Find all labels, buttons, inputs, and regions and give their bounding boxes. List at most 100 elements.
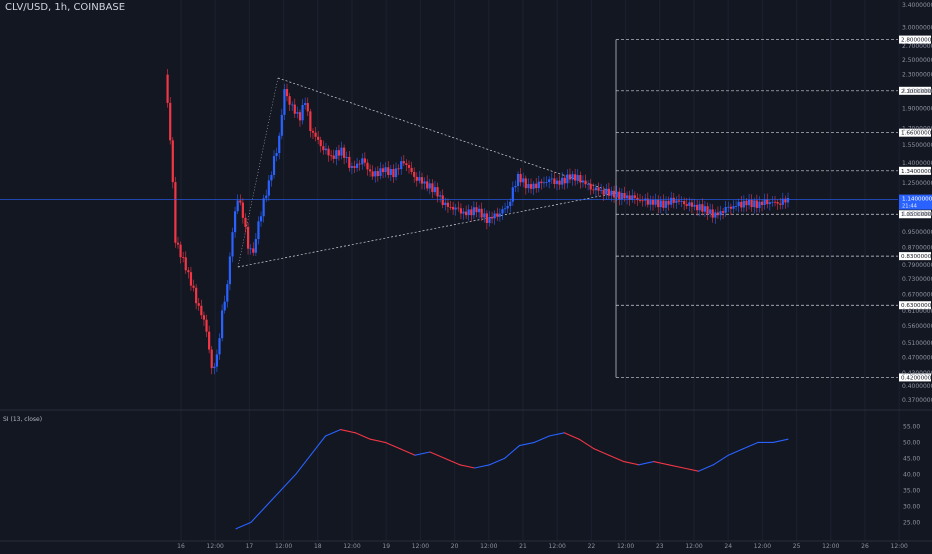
- candle-body: [701, 204, 704, 212]
- candle-body: [192, 285, 195, 288]
- price-tick-label: 1.40000000: [902, 160, 932, 167]
- candle-body: [683, 201, 686, 205]
- candle-body: [688, 202, 691, 206]
- oscillator-segment: [474, 464, 491, 469]
- candle-body: [527, 184, 530, 189]
- candle-body: [529, 184, 533, 189]
- candle-body: [509, 201, 512, 207]
- lower-trend-line[interactable]: [237, 192, 617, 268]
- oscillator-segment: [518, 441, 535, 447]
- price-tick-label: 0.40000000: [902, 383, 932, 390]
- oscillator-segment: [578, 438, 595, 450]
- candle-body: [249, 248, 252, 250]
- candle-body: [696, 204, 699, 211]
- oscillator-segment: [295, 454, 312, 475]
- candle-body: [301, 104, 304, 121]
- grid-lines: [180, 0, 900, 541]
- candle-body: [522, 178, 525, 183]
- candle-body: [324, 148, 328, 151]
- candle-body: [631, 195, 634, 200]
- candle-body: [215, 354, 219, 367]
- candle-body: [605, 188, 608, 195]
- candle-body: [233, 211, 237, 233]
- candle-body: [218, 338, 221, 355]
- price-tick-label: 1.05000000: [902, 211, 932, 218]
- time-tick-label: 12:00: [822, 543, 839, 550]
- oscillator-axis[interactable]: 55.00 50.00 45.00 40.00 35.00 30.00 25.00: [903, 423, 920, 526]
- price-tick-label: 0.56000000: [902, 323, 932, 330]
- oscillator-segment: [727, 448, 744, 456]
- price-level-label: 0.83000000: [901, 254, 932, 260]
- candle-body: [558, 180, 561, 185]
- candle-body: [446, 202, 450, 207]
- time-axis[interactable]: 16 12:00 17 12:00 18 12:00 19 12:00 20 12:00 21 12:…: [177, 543, 908, 550]
- candle-body: [436, 187, 439, 197]
- oscillator-segment: [250, 505, 267, 523]
- time-tick-label: 16: [177, 543, 185, 550]
- oscillator-segment: [429, 451, 446, 459]
- last-price-label: 1.14000000: [902, 197, 932, 203]
- oscillator-tick-label: 40.00: [903, 471, 920, 478]
- candle-body: [340, 147, 343, 156]
- candle-body: [431, 183, 434, 193]
- candle-body: [244, 217, 247, 227]
- time-tick-label: 12:00: [207, 543, 224, 550]
- candle-body: [514, 185, 517, 188]
- candle-body: [202, 315, 206, 320]
- candle-body: [472, 207, 476, 216]
- triangle-side[interactable]: [237, 77, 279, 268]
- oscillator-line: [235, 429, 789, 530]
- candle-body: [493, 213, 496, 219]
- candle-body: [579, 175, 582, 183]
- oscillator-tick-label: 45.00: [903, 455, 920, 462]
- candle-body: [760, 201, 764, 206]
- candle-body: [283, 89, 286, 115]
- candle-body: [288, 96, 291, 105]
- candle-body: [413, 171, 416, 177]
- candle-body: [174, 182, 177, 243]
- oscillator-segment: [697, 464, 714, 472]
- price-axis[interactable]: 3.40000000 3.00000000 2.70000000 2.50000000…: [899, 2, 932, 404]
- candle-body: [309, 111, 312, 132]
- oscillator-tick-label: 50.00: [903, 439, 920, 446]
- price-level-tag: [899, 252, 931, 261]
- candle-body: [519, 173, 522, 183]
- candle-body: [600, 189, 603, 191]
- candle-body: [485, 213, 488, 223]
- drawing-tools[interactable]: [237, 39, 617, 378]
- upper-trend-line[interactable]: [277, 77, 617, 194]
- candle-body: [246, 226, 250, 249]
- price-tick-label: 2.10000000: [902, 88, 932, 95]
- candle-body: [618, 191, 621, 200]
- oscillator-segment: [772, 438, 789, 443]
- price-tick-label: 0.67000000: [902, 291, 932, 298]
- oscillator-segment: [668, 464, 685, 469]
- candle-body: [584, 180, 587, 185]
- candle-body: [267, 180, 270, 196]
- price-tick-label: 1.90000000: [902, 106, 932, 113]
- candle-body: [405, 163, 408, 166]
- oscillator-segment: [712, 454, 729, 466]
- candle-body: [677, 200, 681, 202]
- candle-body: [716, 212, 720, 216]
- oscillator-segment: [548, 432, 565, 437]
- price-tick-label: 0.79000000: [902, 262, 932, 269]
- candle-body: [773, 201, 777, 203]
- candle-body: [490, 216, 494, 219]
- candle-body: [670, 197, 673, 205]
- candle-body: [786, 197, 790, 203]
- candle-body: [638, 200, 642, 201]
- candle-body: [439, 195, 442, 197]
- oscillator-segment: [399, 448, 416, 456]
- candle-body: [724, 207, 727, 213]
- last-price-tag: [899, 194, 932, 210]
- candle-body: [711, 209, 714, 218]
- candle-body: [423, 181, 426, 184]
- candle-body: [498, 213, 501, 217]
- candle-body: [459, 208, 463, 214]
- candle-body: [465, 211, 468, 216]
- candle-body: [166, 74, 169, 103]
- candle-body: [236, 200, 239, 212]
